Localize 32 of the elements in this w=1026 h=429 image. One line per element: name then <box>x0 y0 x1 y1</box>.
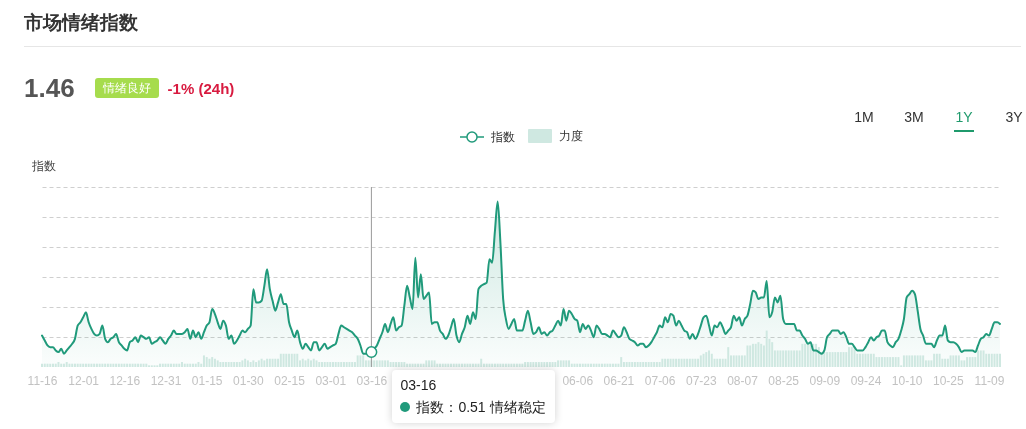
x-tick-label: 11-16 <box>27 373 58 388</box>
tooltip: 03-16 指数：0.51 情绪稳定 <box>392 370 555 423</box>
x-tick-label: 09-24 <box>850 373 882 388</box>
x-tick-label: 10-25 <box>932 373 965 388</box>
x-tick-label: 12-31 <box>150 373 182 388</box>
x-tick-label: 08-07 <box>727 373 759 388</box>
x-tick-label: 09-09 <box>809 373 841 388</box>
text: 情绪良好 <box>94 78 159 98</box>
x-tick-label: 01-30 <box>233 373 265 388</box>
x-tick-label: 12-16 <box>109 373 141 388</box>
legend-label: 指数 <box>490 129 515 144</box>
x-tick-label: 07-23 <box>685 373 717 388</box>
x-tick-label: 03-16 <box>356 373 388 388</box>
text: 1Y <box>955 109 973 125</box>
legend-label: 力度 <box>559 129 583 144</box>
text: -1% (24h) <box>167 79 235 97</box>
chart-title: 市场情绪指数 <box>24 11 138 35</box>
x-tick-label: 03-01 <box>315 373 347 388</box>
x-tick-label: 07-06 <box>644 373 676 388</box>
text: 1M <box>854 109 874 125</box>
x-tick-label: 01-15 <box>191 373 223 388</box>
x-tick-label: 06-21 <box>603 373 635 388</box>
text: 1.46 <box>24 73 75 103</box>
text: 3Y <box>1005 109 1023 125</box>
x-tick-label: 06-06 <box>562 373 594 388</box>
text: 3M <box>904 109 924 125</box>
y-axis-title: 指数 <box>30 158 56 173</box>
x-tick-label: 11-09 <box>974 373 1005 388</box>
x-tick-label: 08-25 <box>768 373 800 388</box>
x-tick-label: 12-01 <box>68 373 100 388</box>
x-tick-label: 02-15 <box>274 373 306 388</box>
x-tick-label: 10-10 <box>891 373 923 388</box>
